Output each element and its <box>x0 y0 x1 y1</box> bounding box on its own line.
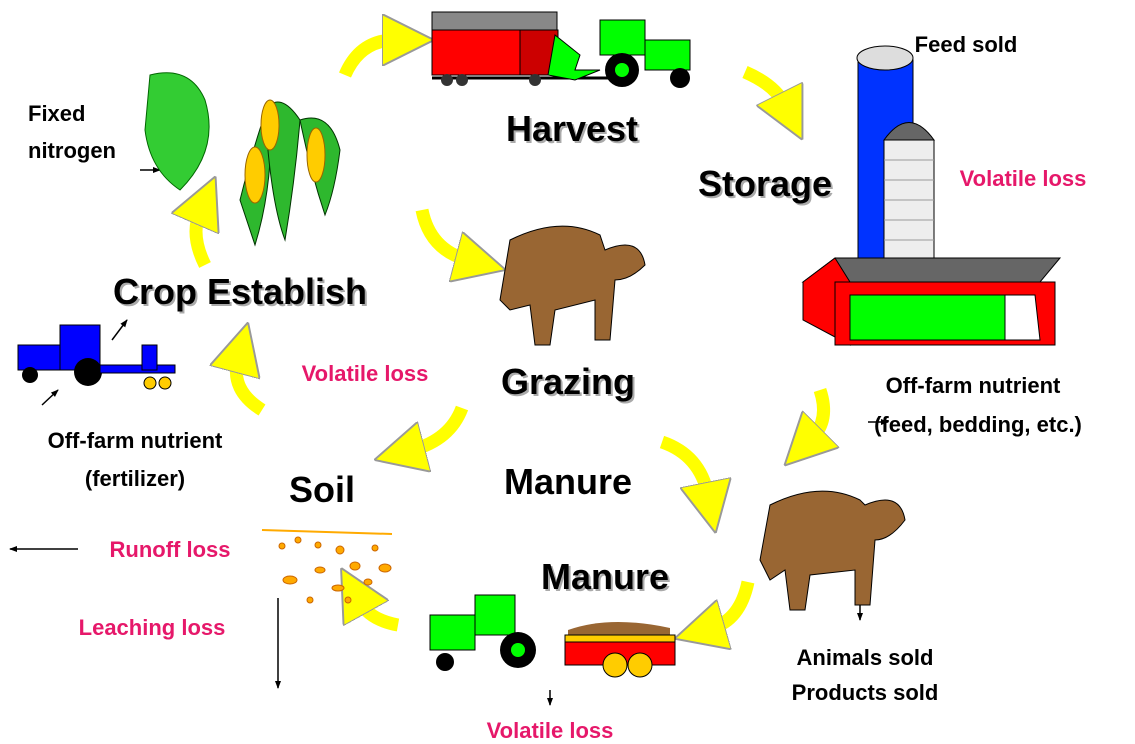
note: (fertilizer) <box>85 466 185 491</box>
stage-label: Manure <box>541 556 669 597</box>
stage-labels: Harvest Harvest Storage Storage Crop Est… <box>113 108 834 599</box>
planter-icon <box>18 325 175 389</box>
note: Products sold <box>792 680 939 705</box>
loss-label: Volatile loss <box>960 166 1087 191</box>
loss-label: Volatile loss <box>302 361 429 386</box>
cow-icon <box>760 491 905 610</box>
loss-label: Runoff loss <box>110 537 231 562</box>
note: Off-farm nutrient <box>886 373 1061 398</box>
cow-icon <box>500 226 645 345</box>
arrow <box>112 320 127 340</box>
stage-label: Manure <box>504 461 632 502</box>
note: (feed, bedding, etc.) <box>874 412 1082 437</box>
note: Fixed <box>28 101 85 126</box>
harvest-icon <box>432 12 690 88</box>
stage-label: Harvest <box>506 108 638 149</box>
stage-label: Storage <box>698 163 832 204</box>
stage-label: Crop Establish <box>113 271 367 312</box>
storage-icon <box>803 46 1060 345</box>
spreader-icon <box>430 595 675 677</box>
note: nitrogen <box>28 138 116 163</box>
soil-icon <box>262 530 392 603</box>
crop-icon <box>145 73 340 245</box>
note: Off-farm nutrient <box>48 428 223 453</box>
note: Animals sold <box>797 645 934 670</box>
stage-label: Grazing <box>501 361 635 402</box>
nutrient-cycle-diagram: Harvest Harvest Storage Storage Crop Est… <box>0 0 1135 744</box>
loss-label: Leaching loss <box>79 615 226 640</box>
arrow <box>42 390 58 405</box>
stage-label: Soil <box>289 469 355 510</box>
note: Feed sold <box>915 32 1018 57</box>
loss-label: Volatile loss <box>487 718 614 743</box>
